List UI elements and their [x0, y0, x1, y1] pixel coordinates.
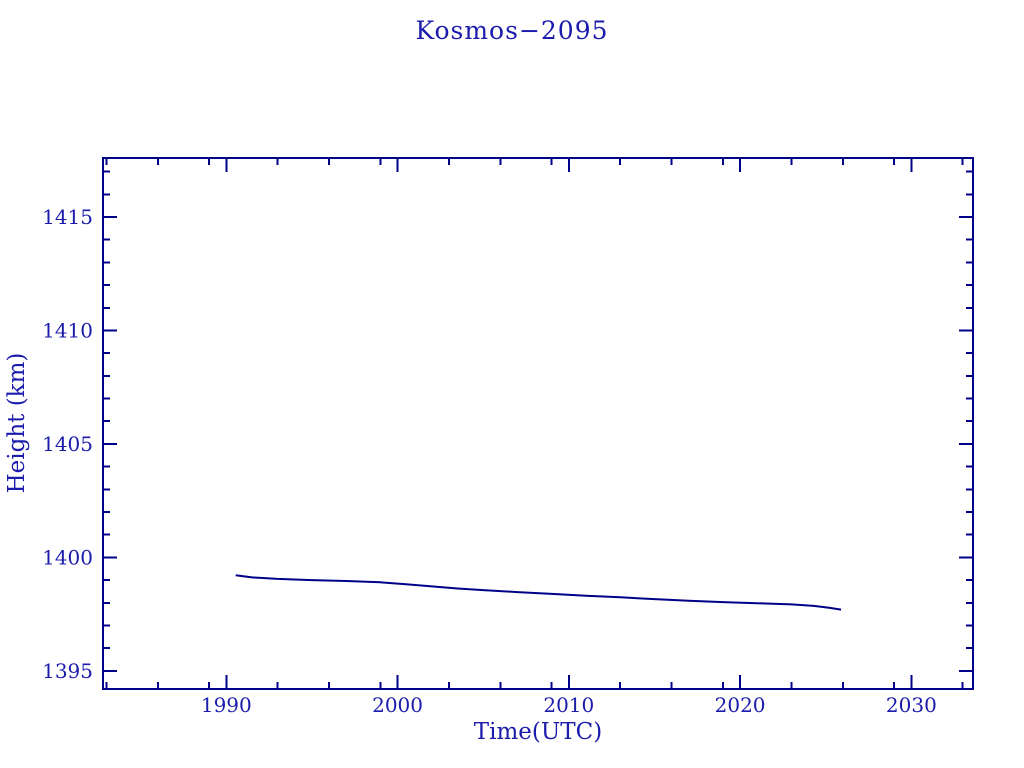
chart-title: Kosmos−2095: [415, 16, 609, 45]
x-tick-label: 1990: [201, 693, 252, 717]
x-tick-label: 2000: [372, 693, 423, 717]
y-tick-label: 1410: [42, 318, 93, 342]
x-axis-label: Time(UTC): [473, 719, 603, 745]
y-tick-label: 1405: [42, 432, 93, 456]
x-tick-label: 2020: [715, 693, 766, 717]
y-tick-label: 1400: [42, 545, 93, 569]
x-tick-label: 2010: [543, 693, 594, 717]
data-line-orbit-height: [235, 574, 842, 611]
x-tick-label: 2030: [886, 693, 937, 717]
y-tick-label: 1395: [42, 659, 93, 683]
y-tick-label: 1415: [42, 205, 93, 229]
y-axis-label: Height (km): [4, 352, 30, 494]
axes-frame: [102, 157, 974, 690]
